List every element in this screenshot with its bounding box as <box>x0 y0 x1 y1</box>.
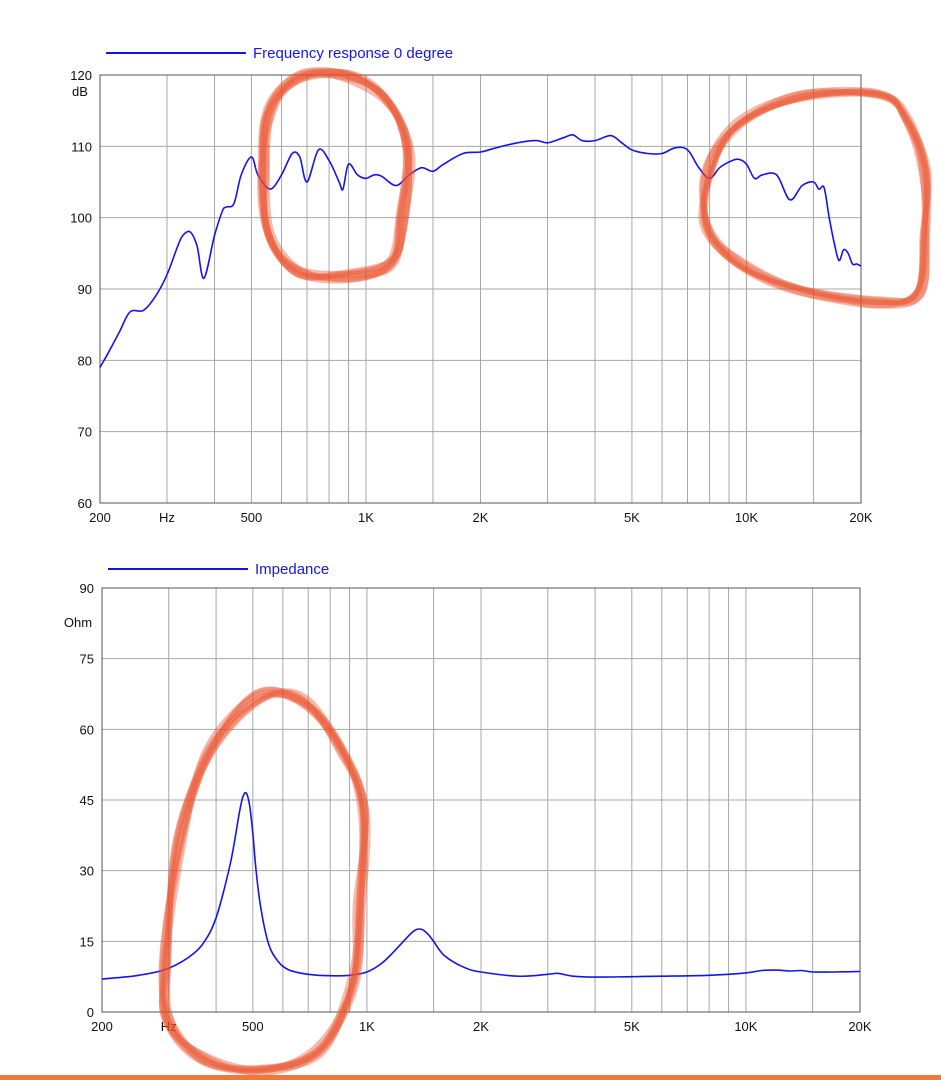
y-unit-label: Ohm <box>64 615 92 630</box>
annotation-stroke <box>257 68 412 279</box>
annotation-stroke <box>701 88 930 307</box>
annotation-stroke <box>700 86 929 305</box>
x-tick-label: Hz <box>159 510 175 525</box>
annotation-stroke <box>161 691 368 1073</box>
annotation-stroke <box>702 88 927 304</box>
x-tick-label: 2K <box>473 510 489 525</box>
x-tick-label: 200 <box>91 1019 113 1034</box>
y-tick-label: 0 <box>87 1005 94 1020</box>
y-tick-label: 30 <box>80 864 94 879</box>
impedance-chart: 0 15 30 45 60 75 90 Ohm 200 Hz 500 1K 2K 5K 10K 20K Impe… <box>64 561 872 1034</box>
y-tick-label: 70 <box>78 425 92 440</box>
y-tick-label: 45 <box>80 793 94 808</box>
annotation-stroke <box>262 72 409 283</box>
y-tick-label: 90 <box>80 581 94 596</box>
x-tick-label: 1K <box>358 510 374 525</box>
x-tick-label: 500 <box>242 1019 264 1034</box>
annotation-stroke <box>158 691 370 1076</box>
x-tick-label: 20K <box>848 1019 871 1034</box>
legend-label: Frequency response 0 degree <box>253 45 453 62</box>
y-tick-label: 110 <box>71 139 92 154</box>
x-tick-label: 1K <box>359 1019 375 1034</box>
annotation-stroke <box>259 68 413 281</box>
series-line <box>99 134 862 368</box>
annotation-stroke <box>702 90 929 306</box>
y-tick-label: 120 <box>70 68 92 83</box>
y-tick-label: 80 <box>78 353 92 368</box>
x-tick-label: 200 <box>89 510 111 525</box>
annotation-stroke <box>259 70 413 284</box>
annotation-circle-impedance-peak <box>158 686 371 1076</box>
annotation-circle-treble <box>698 86 932 309</box>
y-tick-label: 60 <box>78 496 92 511</box>
legend-label: Impedance <box>255 561 329 578</box>
x-tick-label: 2K <box>473 1019 489 1034</box>
annotation-stroke <box>158 689 366 1075</box>
y-tick-label: 15 <box>80 934 94 949</box>
series-line <box>101 791 861 980</box>
annotation-stroke <box>257 68 416 278</box>
y-tick-label: 60 <box>80 722 94 737</box>
annotation-stroke <box>160 686 367 1074</box>
x-tick-label: 10K <box>735 510 758 525</box>
annotation-stroke <box>698 89 932 309</box>
y-tick-label: 100 <box>70 211 92 226</box>
hand-drawn-annotations <box>158 67 932 1076</box>
annotation-stroke <box>700 91 932 309</box>
annotation-stroke <box>261 67 413 282</box>
annotation-stroke <box>158 686 371 1073</box>
x-tick-label: Hz <box>161 1019 177 1034</box>
annotation-stroke <box>259 68 409 280</box>
annotation-stroke <box>158 688 367 1072</box>
y-unit-label: dB <box>72 84 88 99</box>
y-tick-label: 90 <box>78 282 92 297</box>
x-tick-label: 500 <box>241 510 263 525</box>
y-tick-label: 75 <box>80 652 94 667</box>
annotation-stroke <box>698 89 931 305</box>
annotation-stroke <box>165 689 365 1073</box>
bottom-accent-bar <box>0 1075 941 1080</box>
x-tick-label: 20K <box>849 510 872 525</box>
x-tick-label: 5K <box>624 1019 640 1034</box>
plot-frame <box>101 587 861 1013</box>
x-tick-label: 5K <box>624 510 640 525</box>
plot-frame <box>99 74 862 504</box>
annotation-circle-midrange <box>257 67 416 284</box>
x-tick-label: 10K <box>734 1019 757 1034</box>
